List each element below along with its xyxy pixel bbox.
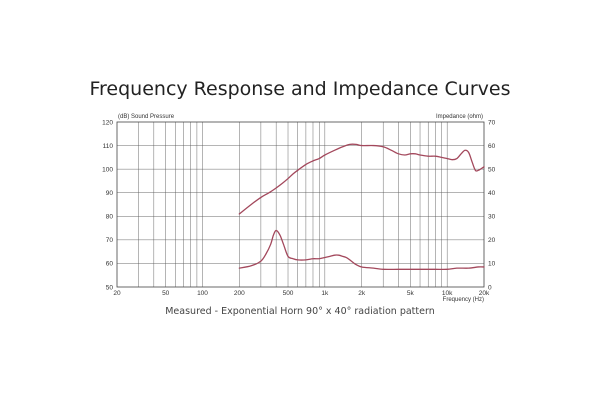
- y2-tick-label: 10: [488, 261, 496, 268]
- y-tick-label: 100: [102, 166, 113, 173]
- y2-tick-label: 60: [488, 143, 496, 150]
- x-axis-label: Frequency (Hz): [443, 297, 484, 303]
- x-tick-label: 5k: [407, 290, 415, 297]
- y-tick-label: 70: [106, 237, 114, 244]
- x-tick-label: 1k: [321, 290, 329, 297]
- y-tick-label: 50: [106, 284, 114, 291]
- impedance-curve: [238, 229, 485, 271]
- y2-tick-label: 20: [488, 237, 496, 244]
- curves: [238, 143, 485, 271]
- y2-tick-label: 0: [488, 284, 492, 291]
- y-tick-label: 60: [106, 261, 114, 268]
- y2-tick-label: 40: [488, 190, 496, 197]
- x-tick-label: 10k: [442, 290, 453, 297]
- y-tick-label: 90: [106, 190, 114, 197]
- y-axis-label: (dB) Sound Pressure: [118, 114, 175, 120]
- chart-title: Frequency Response and Impedance Curves: [89, 78, 511, 100]
- sound-pressure-curve: [238, 143, 485, 215]
- y2-tick-label: 70: [488, 119, 496, 126]
- x-tick-label: 500: [283, 290, 294, 297]
- chart-caption: Measured - Exponential Horn 90° x 40° ra…: [165, 306, 435, 317]
- tick-labels: 20 50 100 200 500 1k 2k 5k 10k 20k120110100908070…: [102, 119, 495, 297]
- plot-frame: [116, 121, 485, 288]
- x-tick-label: 2k: [358, 290, 366, 297]
- grid-lines: [117, 122, 484, 287]
- x-tick-label: 20: [113, 290, 121, 297]
- x-tick-label: 100: [197, 290, 208, 297]
- y-tick-label: 120: [102, 119, 113, 126]
- y2-axis-label: Impedance (ohm): [436, 114, 483, 120]
- y-tick-label: 110: [103, 143, 114, 150]
- x-tick-label: 50: [162, 290, 170, 297]
- y2-tick-label: 50: [488, 166, 496, 173]
- x-tick-label: 20k: [479, 290, 490, 297]
- y2-tick-label: 30: [488, 214, 496, 221]
- x-tick-label: 200: [234, 290, 245, 297]
- y-tick-label: 80: [106, 214, 114, 221]
